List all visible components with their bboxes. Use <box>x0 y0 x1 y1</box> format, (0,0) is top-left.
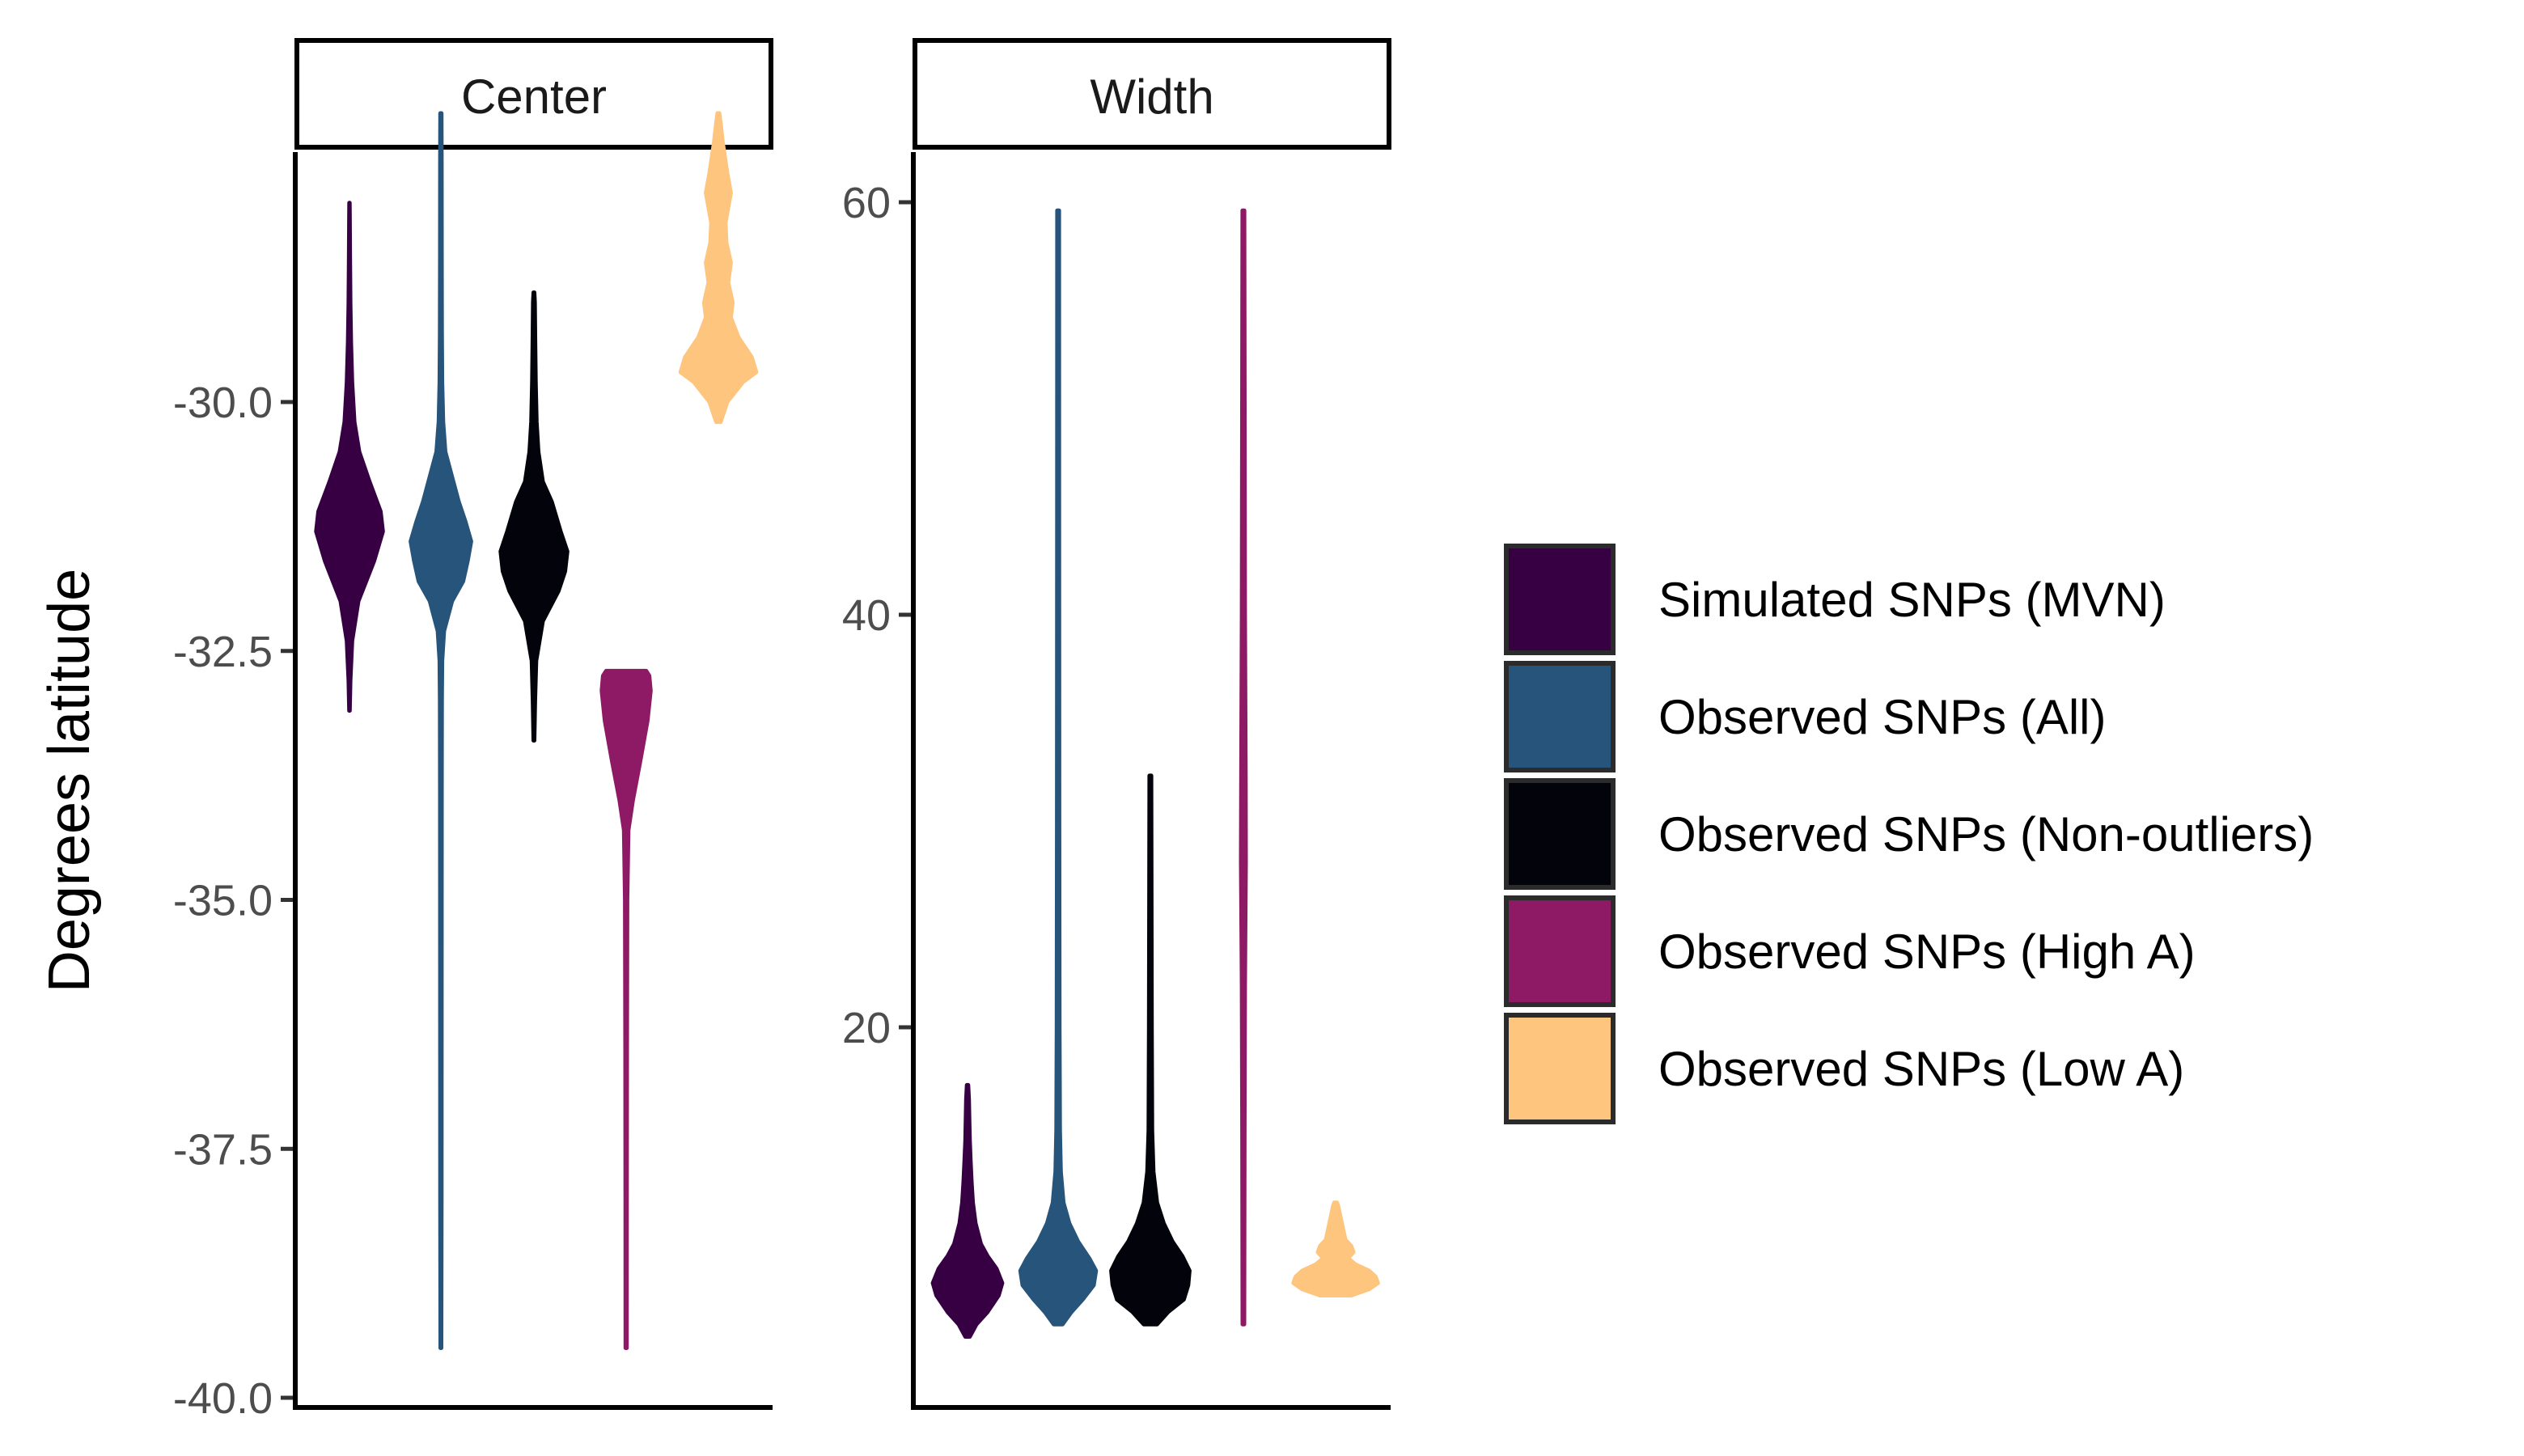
violin-width-observed-snps-high-a <box>1239 208 1248 1327</box>
y-axis-title: Degrees latitude <box>37 569 102 993</box>
violin-width-observed-snps-non-outliers <box>1109 773 1192 1327</box>
strip-width-box <box>913 38 1391 150</box>
y-tick-label-center: -35.0 <box>173 877 273 925</box>
y-tick-label-width: 20 <box>842 1004 891 1052</box>
legend-label-observed-snps-high-a: Observed SNPs (High A) <box>1658 925 2196 979</box>
legend-swatch-observed-snps-all <box>1504 661 1616 772</box>
legend-label-simulated-snps-mvn: Simulated SNPs (MVN) <box>1658 573 2166 627</box>
panel-width-violins <box>930 208 1380 1339</box>
legend-label-observed-snps-all: Observed SNPs (All) <box>1658 690 2106 744</box>
violin-center-observed-snps-low-a <box>678 111 759 425</box>
violin-width-observed-snps-low-a <box>1291 1200 1380 1297</box>
strip-center-label: Center <box>461 70 607 124</box>
legend: Simulated SNPs (MVN) Observed SNPs (All) O… <box>1504 544 2314 1124</box>
y-tick-label-center: -40.0 <box>173 1374 273 1423</box>
violin-width-simulated-snps-mvn <box>930 1082 1005 1339</box>
violin-center-observed-snps-all <box>409 111 473 1350</box>
legend-swatch-simulated-snps-mvn <box>1504 544 1616 655</box>
violin-width-observed-snps-all <box>1018 208 1099 1327</box>
y-tick-label-center: -32.5 <box>173 628 273 676</box>
panel-center: Center -30.0 -32.5 -35.0 -37.5 -40.0 <box>173 38 773 1423</box>
panel-width-y-ticks: 20 40 60 <box>842 179 913 1052</box>
strip-width-label: Width <box>1090 70 1213 124</box>
strip-center-box <box>294 38 773 150</box>
violin-center-observed-snps-high-a <box>599 668 653 1350</box>
panel-center-y-ticks: -30.0 -32.5 -35.0 -37.5 -40.0 <box>173 379 295 1423</box>
legend-label-observed-snps-low-a: Observed SNPs (Low A) <box>1658 1042 2184 1096</box>
violin-center-simulated-snps-mvn <box>314 201 385 713</box>
y-tick-label-width: 40 <box>842 591 891 640</box>
y-tick-label-center: -30.0 <box>173 379 273 427</box>
legend-label-observed-snps-non-outliers: Observed SNPs (Non-outliers) <box>1658 807 2314 861</box>
legend-swatch-observed-snps-high-a <box>1504 895 1616 1007</box>
legend-swatch-observed-snps-non-outliers <box>1504 778 1616 890</box>
panel-width: Width 20 40 60 <box>842 38 1391 1410</box>
y-tick-label-center: -37.5 <box>173 1125 273 1174</box>
y-tick-label-width: 60 <box>842 179 891 227</box>
violin-center-observed-snps-non-outliers <box>498 290 570 743</box>
legend-swatch-observed-snps-low-a <box>1504 1013 1616 1124</box>
panel-center-violins <box>314 111 759 1350</box>
